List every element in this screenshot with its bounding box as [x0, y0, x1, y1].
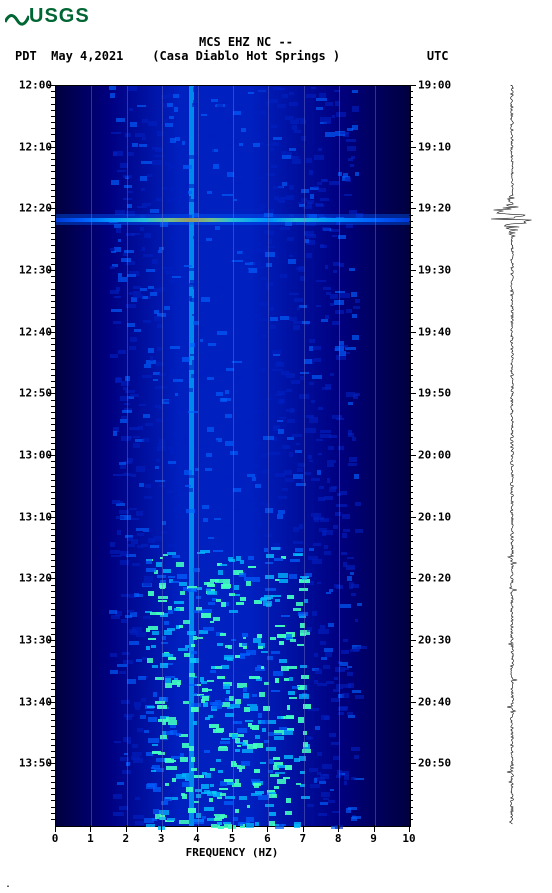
x-tick-label: 4 [193, 832, 200, 845]
info-line: PDT May 4,2021 (Casa Diablo Hot Springs … [0, 49, 552, 63]
y-tick-label-right: 19:20 [418, 202, 451, 215]
x-tick-label: 8 [335, 832, 342, 845]
y-tick-label-right: 19:50 [418, 387, 451, 400]
tz-left: PDT [15, 49, 37, 63]
x-tick-label: 2 [122, 832, 129, 845]
spectrogram-chart [55, 85, 411, 827]
x-tick-label: 1 [87, 832, 94, 845]
x-tick-label: 9 [370, 832, 377, 845]
station-code: MCS EHZ NC -- [0, 35, 552, 49]
x-tick-label: 6 [264, 832, 271, 845]
y-tick-label-right: 20:20 [418, 572, 451, 585]
y-tick-label-right: 19:30 [418, 264, 451, 277]
footer-mark: . [5, 879, 11, 890]
y-tick-label-right: 19:10 [418, 140, 451, 153]
y-tick-label-right: 20:50 [418, 757, 451, 770]
y-tick-label-right: 20:40 [418, 695, 451, 708]
date-label: May 4,2021 [51, 49, 123, 63]
y-tick-label-right: 19:40 [418, 325, 451, 338]
seismogram-trace [482, 85, 542, 825]
x-tick-label: 7 [299, 832, 306, 845]
spectrogram-canvas [56, 86, 410, 826]
y-tick-label-right: 20:10 [418, 510, 451, 523]
tz-right: UTC [427, 49, 449, 63]
seismogram-strip [482, 85, 542, 825]
x-tick-label: 3 [158, 832, 165, 845]
x-tick-label: 10 [402, 832, 415, 845]
x-tick-label: 5 [229, 832, 236, 845]
station-name: (Casa Diablo Hot Springs ) [152, 49, 340, 63]
x-axis-title: FREQUENCY (HZ) [0, 846, 552, 859]
usgs-wave-icon [5, 9, 29, 25]
x-tick-label: 0 [52, 832, 59, 845]
logo-text: USGS [29, 5, 90, 27]
usgs-logo: USGS [5, 5, 90, 28]
y-tick-label-right: 20:30 [418, 634, 451, 647]
y-tick-label-right: 20:00 [418, 449, 451, 462]
y-tick-label-right: 19:00 [418, 79, 451, 92]
chart-header: MCS EHZ NC -- PDT May 4,2021 (Casa Diabl… [0, 35, 552, 63]
